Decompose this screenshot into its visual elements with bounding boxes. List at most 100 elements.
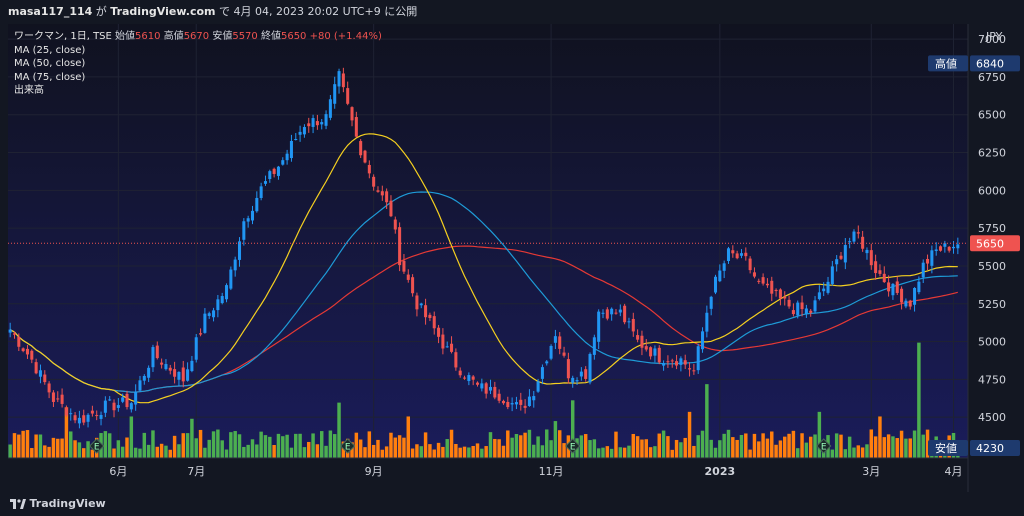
- candle-body: [30, 350, 34, 360]
- candle-body: [77, 417, 81, 424]
- volume-bar: [116, 440, 121, 458]
- candle-body: [276, 166, 280, 176]
- earnings-icon: [565, 438, 581, 454]
- volume-bar: [813, 434, 817, 458]
- open-label: 始値: [115, 31, 136, 42]
- candle-body: [679, 358, 683, 365]
- candle-body: [359, 141, 363, 156]
- legend-ma25[interactable]: MA (25, close): [14, 44, 86, 56]
- volume-bar: [159, 443, 164, 458]
- volume-bar: [852, 447, 856, 458]
- candle-body: [809, 310, 813, 313]
- volume-bar: [120, 446, 125, 458]
- volume-bar: [912, 430, 917, 458]
- candle-body: [173, 369, 177, 377]
- candle-body: [757, 280, 761, 282]
- candle-body: [21, 348, 25, 352]
- candle-body: [484, 383, 488, 394]
- earnings-icon-letter: E: [821, 443, 827, 453]
- legend-ma75[interactable]: MA (75, close): [14, 71, 86, 83]
- candle-body: [882, 273, 886, 283]
- price-tick-label: 6250: [978, 147, 1006, 160]
- volume-bar: [752, 433, 757, 458]
- legend-ma50[interactable]: MA (50, close): [14, 58, 86, 69]
- volume-bar: [726, 429, 731, 458]
- publish-header: masa117_114 が TradingView.com で 4月 04, 2…: [0, 0, 1024, 24]
- candle-body: [281, 160, 285, 165]
- candle-body: [121, 397, 125, 402]
- volume-bar: [765, 438, 770, 458]
- candle-body: [843, 245, 847, 263]
- candle-body: [333, 84, 337, 104]
- volume-bar: [553, 421, 558, 458]
- candle-body: [731, 250, 735, 254]
- volume-bar: [276, 433, 281, 458]
- candle-body: [398, 227, 402, 266]
- candle-body: [904, 300, 908, 307]
- volume-bars: [8, 342, 960, 458]
- candle-body: [458, 370, 462, 376]
- candle-body: [43, 374, 47, 383]
- volume-bar: [337, 402, 341, 458]
- volume-bar: [661, 430, 666, 458]
- candle-body: [471, 376, 475, 380]
- volume-bar: [545, 429, 549, 458]
- volume-bar: [272, 445, 276, 458]
- volume-bar: [718, 440, 722, 458]
- time-tick-label: 4月: [945, 465, 963, 478]
- volume-bar: [635, 436, 640, 458]
- volume-bar: [622, 447, 627, 458]
- volume-bar: [917, 342, 921, 458]
- ma25-path: [9, 133, 958, 404]
- volume-bar: [583, 434, 588, 458]
- candle-body: [951, 246, 956, 249]
- volume-bar: [562, 443, 566, 458]
- volume-bar: [497, 439, 501, 458]
- volume-bar: [358, 439, 363, 458]
- volume-bar: [579, 435, 584, 458]
- candle-body: [108, 399, 112, 401]
- candle-body: [861, 236, 865, 249]
- volume-bar: [462, 446, 467, 458]
- volume-bar: [921, 434, 925, 458]
- volume-bar: [570, 400, 575, 458]
- candle-body: [86, 414, 90, 422]
- candle-body: [12, 333, 17, 335]
- brand-name[interactable]: TradingView: [29, 497, 106, 510]
- candle-body: [709, 296, 713, 309]
- volume-bar: [536, 436, 540, 458]
- candle-body: [419, 303, 423, 306]
- author-name[interactable]: masa117_114: [8, 5, 93, 18]
- candle-body: [346, 88, 350, 104]
- site-name[interactable]: TradingView.com: [110, 5, 216, 18]
- candle-body: [839, 255, 843, 259]
- time-tick-label: 7月: [187, 465, 205, 478]
- legend-volume[interactable]: 出来高: [14, 85, 44, 96]
- price-axis[interactable]: 4500 4750 5000 5250 5500 5750 6000 6250 6500 6750…: [978, 33, 1006, 424]
- candle-body: [735, 253, 739, 259]
- candle-body: [147, 367, 151, 378]
- time-axis[interactable]: 6月 7月 9月 11月 2023 3月 4月: [109, 465, 962, 478]
- candle-body: [636, 335, 640, 340]
- volume-bar: [34, 434, 38, 458]
- symbol-name[interactable]: ワークマン, 1日, TSE: [14, 31, 112, 42]
- volume-bar: [294, 433, 298, 458]
- earnings-icon-letter: E: [570, 443, 576, 453]
- volume-bar: [657, 433, 661, 458]
- candle-body: [186, 369, 190, 381]
- volume-bar: [761, 433, 765, 458]
- volume-bar: [393, 437, 398, 458]
- volume-bar: [60, 438, 64, 458]
- time-tick-label: 11月: [539, 465, 564, 478]
- earnings-icon-letter: E: [345, 443, 351, 453]
- price-chart[interactable]: E E E E 4500 4750 5000 5250 5500 5750 6000 6250 650…: [0, 24, 1024, 492]
- candle-body: [207, 313, 211, 316]
- candle-body: [822, 288, 826, 292]
- candle-body: [250, 210, 255, 221]
- volume-bar: [722, 433, 726, 458]
- candle-body: [653, 348, 657, 356]
- candle-body: [869, 250, 873, 266]
- candle-body: [649, 347, 653, 357]
- candle-body: [134, 391, 138, 405]
- candle-body: [826, 281, 830, 293]
